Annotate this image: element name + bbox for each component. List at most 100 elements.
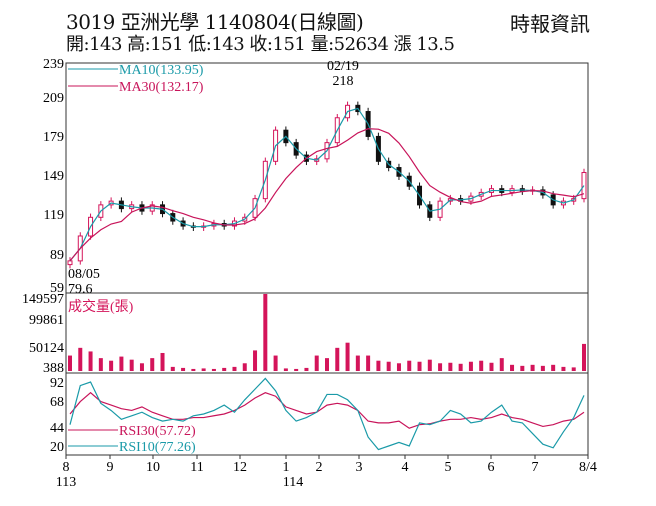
volume-bar [191, 368, 196, 371]
year-label: 113 [56, 475, 76, 490]
volume-title: 成交量(張) [68, 298, 134, 315]
volume-bar [520, 365, 525, 371]
volume-bar [222, 367, 227, 371]
volume-tick-label: 50124 [29, 341, 64, 356]
volume-bar [571, 367, 576, 371]
volume-bar [283, 368, 288, 371]
legend-label: MA30(132.17) [119, 80, 204, 95]
volume-bar [386, 361, 391, 371]
x-tick-label: 3 [356, 460, 363, 475]
volume-bar [170, 366, 175, 371]
volume-bar [129, 359, 134, 371]
peak-date-label: 02/19 [327, 59, 359, 74]
ohlc-summary: 開:143 高:151 低:143 收:151 量:52634 漲 13.5 [66, 34, 455, 55]
volume-bar [417, 361, 422, 371]
ma30-line [69, 128, 585, 262]
x-tick-label: 5 [445, 460, 452, 475]
rsi-tick-label: 68 [50, 395, 64, 410]
volume-bar [273, 355, 278, 371]
x-tick-label: 2 [316, 460, 323, 475]
volume-bar [109, 360, 114, 371]
price-tick-label: 239 [43, 57, 64, 72]
volume-bar [396, 363, 401, 371]
x-tick-label: 11 [190, 460, 203, 475]
volume-bar [201, 368, 206, 371]
volume-bar [499, 358, 504, 371]
volume-bar [376, 360, 381, 371]
x-tick-label: 4 [402, 460, 409, 475]
volume-bar [366, 355, 371, 371]
volume-bar [427, 359, 432, 371]
volume-bar [540, 365, 545, 371]
price-tick-label: 179 [43, 130, 64, 145]
volume-bar [458, 363, 463, 371]
rsi-legend-label: RSI30(57.72) [119, 424, 196, 439]
volume-bar [119, 356, 124, 371]
volume-bar [263, 294, 268, 371]
volume-bar [510, 364, 515, 371]
price-tick-label: 89 [50, 248, 64, 263]
volume-tick-label: 149597 [22, 292, 64, 307]
volume-bar [232, 366, 237, 371]
price-tick-label: 59 [50, 281, 64, 296]
price-tick-label: 119 [44, 208, 64, 223]
plot-frame [65, 62, 589, 456]
volume-bar [582, 343, 586, 371]
volume-bar [479, 360, 484, 371]
volume-bar [335, 347, 340, 371]
volume-bar [345, 342, 350, 371]
volume-bar [98, 358, 103, 371]
volume-bar [551, 364, 556, 371]
low-date-label: 08/05 [68, 267, 100, 282]
x-tick-label: 6 [488, 460, 495, 475]
ma10-line [69, 107, 585, 262]
volume-bar [181, 367, 186, 371]
volume-bar [78, 347, 83, 371]
price-tick-label: 149 [43, 169, 64, 184]
volume-bar [355, 355, 360, 371]
volume-bar [160, 352, 165, 371]
volume-bar [561, 366, 566, 371]
rsi-tick-label: 92 [50, 376, 64, 391]
volume-tick-label: 388 [43, 361, 64, 376]
chart-title: 3019 亞洲光學 1140804(日線圖) [66, 10, 364, 34]
volume-bar [88, 351, 93, 371]
year-label: 114 [283, 475, 303, 490]
candle [67, 260, 73, 266]
source-label: 時報資訊 [510, 12, 590, 36]
x-tick-label: 8/4 [579, 460, 597, 475]
volume-bar [530, 364, 535, 371]
volume-bar [150, 358, 155, 371]
low-value-label: 79.6 [68, 282, 93, 297]
volume-bar [407, 360, 412, 371]
x-tick-label: 1 [283, 460, 290, 475]
volume-bar [448, 362, 453, 371]
peak-value-label: 218 [333, 74, 354, 89]
volume-bar [253, 350, 258, 371]
volume-bar [468, 361, 473, 371]
rsi-tick-label: 20 [50, 440, 64, 455]
volume-bar [242, 363, 247, 371]
x-tick-label: 7 [532, 460, 539, 475]
volume-bar [314, 355, 319, 371]
volume-bar [325, 358, 329, 371]
x-tick-label: 8 [63, 460, 70, 475]
x-tick-label: 10 [146, 460, 160, 475]
rsi-legend-label: RSI10(77.26) [119, 440, 196, 455]
volume-bar [438, 363, 443, 371]
volume-bar [68, 355, 72, 371]
price-tick-label: 209 [43, 91, 64, 106]
volume-bar [211, 368, 216, 371]
rsi-line-1 [69, 377, 585, 451]
volume-tick-label: 99861 [29, 313, 64, 328]
volume-bar [489, 362, 494, 371]
x-tick-label: 9 [107, 460, 114, 475]
rsi-tick-label: 44 [50, 421, 64, 436]
volume-bar [294, 368, 299, 371]
rsi-line-0 [69, 391, 585, 429]
x-tick-label: 12 [233, 460, 247, 475]
volume-bar [304, 367, 309, 371]
volume-bar [139, 363, 144, 371]
